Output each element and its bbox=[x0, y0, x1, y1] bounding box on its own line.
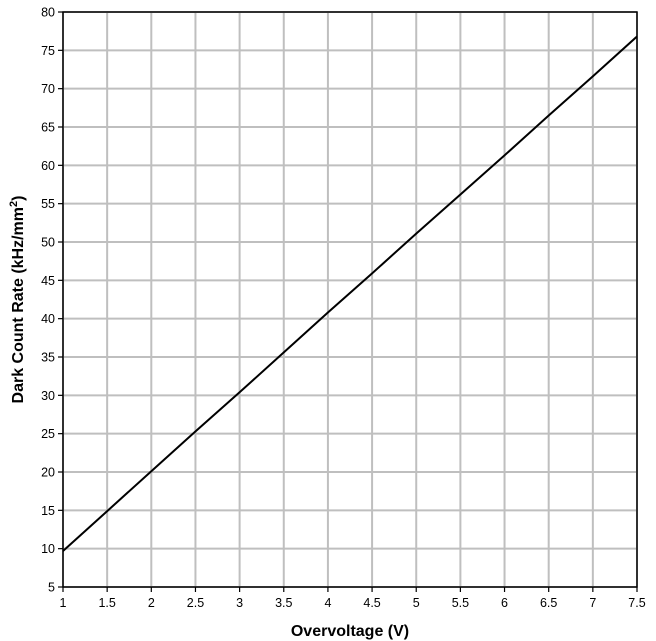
y-axis-ticks: 5 10 15 20 25 30 35 40 45 50 55 60 65 70 75 80 bbox=[41, 6, 63, 595]
x-tick-label: 6 bbox=[501, 596, 508, 610]
y-tick-label: 45 bbox=[41, 274, 55, 288]
plot-frame bbox=[62, 11, 638, 588]
x-axis-title: Overvoltage (V) bbox=[291, 623, 409, 640]
y-tick-label: 30 bbox=[41, 389, 55, 403]
x-tick-label: 6.5 bbox=[540, 596, 557, 610]
x-tick-label: 3.5 bbox=[275, 596, 292, 610]
y-axis-title-end: ) bbox=[10, 196, 27, 201]
y-tick-label: 25 bbox=[41, 427, 55, 441]
y-axis-title: Dark Count Rate (kHz/mm2) bbox=[8, 196, 27, 404]
grid-lines bbox=[62, 11, 638, 588]
x-tick-label: 7.5 bbox=[628, 596, 645, 610]
y-axis-title-main: Dark Count Rate (kHz/mm bbox=[10, 207, 27, 403]
x-tick-label: 4 bbox=[324, 596, 331, 610]
y-tick-label: 60 bbox=[41, 159, 55, 173]
series-layer bbox=[62, 35, 638, 552]
x-tick-label: 4.5 bbox=[363, 596, 380, 610]
y-tick-label: 70 bbox=[41, 82, 55, 96]
series-line-0 bbox=[62, 35, 638, 552]
x-tick-label: 1 bbox=[60, 596, 67, 610]
x-tick-label: 5.5 bbox=[452, 596, 469, 610]
x-tick-label: 3 bbox=[236, 596, 243, 610]
y-tick-label: 55 bbox=[41, 197, 55, 211]
x-tick-label: 2.5 bbox=[187, 596, 204, 610]
y-tick-label: 65 bbox=[41, 121, 55, 135]
y-tick-label: 15 bbox=[41, 504, 55, 518]
y-axis-title-superscript: 2 bbox=[8, 201, 20, 207]
y-tick-label: 20 bbox=[41, 466, 55, 480]
x-tick-label: 5 bbox=[413, 596, 420, 610]
x-tick-label: 7 bbox=[589, 596, 596, 610]
y-tick-label: 5 bbox=[48, 581, 55, 595]
x-tick-label: 1.5 bbox=[98, 596, 115, 610]
y-tick-label: 35 bbox=[41, 351, 55, 365]
x-axis-ticks: 1 1.5 2 2.5 3 3.5 4 4.5 5 5.5 6 6.5 7 7.5 bbox=[60, 587, 646, 610]
y-tick-label: 10 bbox=[41, 542, 55, 556]
y-tick-label: 80 bbox=[41, 6, 55, 20]
y-tick-label: 40 bbox=[41, 312, 55, 326]
y-tick-label: 75 bbox=[41, 44, 55, 58]
x-tick-label: 2 bbox=[148, 596, 155, 610]
y-tick-label: 50 bbox=[41, 236, 55, 250]
